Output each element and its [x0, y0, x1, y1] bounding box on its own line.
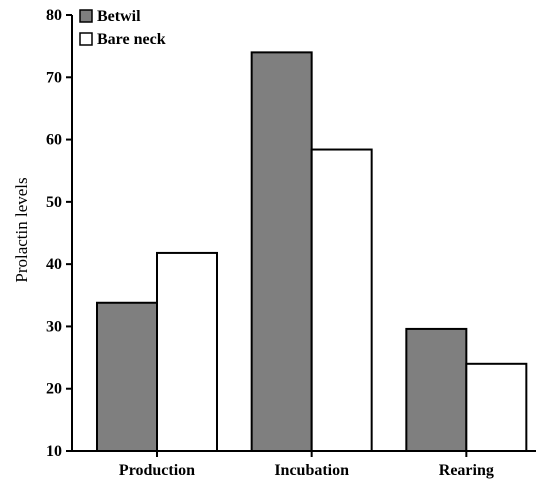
axes	[71, 15, 536, 452]
x-tick-label: Rearing	[439, 462, 494, 479]
y-tick-label: 60	[46, 132, 62, 149]
legend: Betwil Bare neck	[79, 8, 166, 48]
x-tick-label: Production	[119, 462, 195, 479]
y-tick-label: 20	[46, 381, 62, 398]
bar-betwil-incubation	[250, 51, 313, 452]
y-tick-label: 70	[46, 69, 62, 86]
y-tick-label: 50	[46, 194, 62, 211]
legend-swatch-betwil	[79, 9, 93, 23]
x-tick-label: Incubation	[274, 462, 349, 479]
y-tick-label: 30	[46, 318, 62, 335]
bars-group	[96, 51, 528, 453]
y-axis-ticks: 10 20 30 40 50 60 70 80	[46, 7, 72, 460]
legend-label-betwil: Betwil	[97, 8, 141, 25]
y-tick-label: 10	[46, 443, 62, 460]
y-tick-label: 80	[46, 7, 62, 24]
legend-swatch-bare-neck	[79, 32, 93, 46]
bar-betwil-production	[96, 301, 158, 453]
y-tick-label: 40	[46, 256, 62, 273]
bar-bare-neck-production	[156, 251, 218, 452]
x-axis-ticks: Production Incubation Rearing	[119, 451, 494, 479]
y-axis-label: Prolactin levels	[12, 177, 31, 282]
bar-bare-neck-incubation	[310, 148, 373, 452]
bar-bare-neck-rearing	[465, 362, 528, 452]
bar-betwil-rearing	[405, 327, 468, 453]
legend-label-bare-neck: Bare neck	[97, 31, 166, 48]
